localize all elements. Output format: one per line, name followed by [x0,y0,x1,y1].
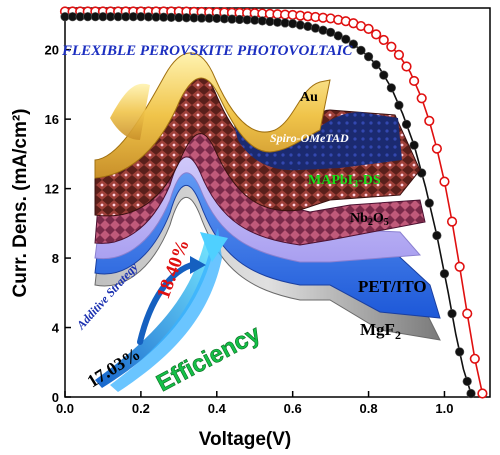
series-point-0 [454,261,465,272]
series-point-0 [469,353,480,364]
series-point-1 [303,21,313,32]
spiro-layer [230,110,402,171]
small-arrow-head [190,256,206,274]
series-point-0 [393,49,405,60]
series-point-1 [455,347,465,357]
series-point-1 [371,60,381,70]
series-point-1 [250,15,260,25]
series-point-1 [424,198,434,208]
series-point-1 [409,140,419,150]
series-point-1 [379,70,389,80]
axis-ticks: 0.0 0.2 0.4 0.6 0.8 1.0 0 4 8 12 16 20 [45,43,454,416]
series-point-0 [462,308,473,319]
au-layer [94,52,331,179]
series-point-0 [431,143,442,154]
big-arrow-1 [95,240,215,388]
series-point-1 [280,18,290,28]
series-point-0 [386,41,397,52]
arrow-head [200,232,228,262]
pet-ito-label: PET/ITO [358,277,427,296]
x-tick-label: 1.0 [435,401,453,416]
y-axis-label: Curr. Dens. (mA/cm²) [10,109,31,298]
series-point-1 [348,39,358,49]
series-point-0 [416,93,427,104]
x-axis-label: Voltage(V) [199,429,292,450]
x-tick-label: 0.6 [284,401,302,416]
small-arrow [137,261,198,345]
series-point-0 [439,176,450,187]
series-point-1 [310,23,321,33]
x-tick-label: 0.0 [56,401,74,416]
series-point-1 [462,376,472,386]
series-point-1 [326,27,336,37]
au-label: Au [300,90,318,105]
series-point-0 [477,388,488,399]
series-point-0 [424,115,435,126]
device-schematic [94,52,441,341]
series-point-1 [257,16,267,26]
series-point-1 [466,388,476,399]
series-point-1 [401,119,412,129]
series-point-1 [265,16,275,27]
x-tick-label: 0.2 [132,401,150,416]
y-tick-label: 0 [52,390,59,405]
au-wave-left [110,83,150,140]
series-point-0 [401,61,412,72]
x-tick-label: 0.8 [360,401,378,416]
banner-text: FLEXIBLE PEROVSKITE PHOTOVOLTAIC [61,43,353,59]
series-point-0 [409,75,420,87]
series-point-1 [295,20,305,30]
spiro-label: Spiro-OMeTAD [270,131,349,145]
series-point-1 [439,269,450,279]
y-tick-label: 12 [45,182,59,197]
y-tick-label: 16 [45,112,59,127]
series-point-1 [318,25,328,35]
nb2o5-label: Nb2O5 [350,211,389,228]
series-point-0 [446,216,458,227]
series-point-1 [356,45,366,55]
series-point-1 [333,31,343,41]
series-point-1 [363,52,374,62]
series-point-1 [386,83,396,93]
series-point-1 [432,230,442,241]
jv-curves [59,6,488,399]
series-point-0 [363,23,374,34]
series-point-1 [272,17,283,27]
series-point-1 [447,309,457,319]
big-arrow-2 [110,228,222,392]
mapbi-label: MAPbI3-DS [308,173,381,190]
y-tick-label: 4 [52,321,60,336]
x-tick-label: 0.4 [208,401,227,416]
y-tick-label: 8 [52,251,59,266]
efficiency-arrows [95,228,228,392]
series-point-0 [378,34,389,46]
series-point-1 [288,19,298,29]
y-tick-label: 20 [45,43,59,58]
series-point-0 [371,29,382,40]
mgf2-label: MgF2 [360,320,401,342]
series-point-1 [341,34,351,44]
plot-frame [64,7,491,398]
series-point-1 [394,100,404,110]
